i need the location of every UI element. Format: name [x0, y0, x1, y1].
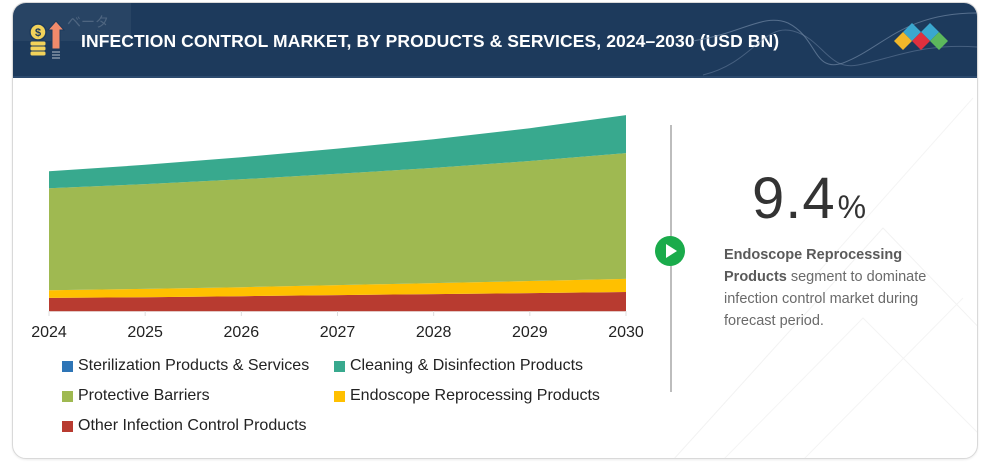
- cagr-unit: %: [837, 189, 868, 225]
- highlight-segment: Endoscope Reprocessing Products: [724, 247, 903, 285]
- legend-label: Protective Barriers: [78, 387, 210, 404]
- area-cleaning-disinfection-products: [49, 115, 626, 189]
- legend-swatch: [334, 390, 345, 402]
- legend-label: Sterilization Products & Services: [78, 357, 310, 374]
- area-protective-barriers: [49, 153, 626, 291]
- legend-item-other: Other Infection Control Products: [62, 417, 307, 435]
- x-tick-label: 2030: [608, 324, 644, 341]
- header-band: ベータ $ INFECTION CONTROL MARKET, BY PRODU…: [13, 3, 977, 78]
- play-arrow-icon: [655, 236, 685, 266]
- legend-item-protective: Protective Barriers: [62, 387, 210, 405]
- x-tick-label: 2024: [31, 324, 67, 341]
- cagr-stat: 9.4%: [752, 165, 867, 232]
- x-tick-label: 2025: [127, 324, 163, 341]
- legend-item-endoscope: Endoscope Reprocessing Products: [334, 387, 600, 405]
- area-layers: [49, 115, 626, 311]
- area-other-infection-control-products: [49, 292, 626, 311]
- highlight-text: segment to dominate infection control ma…: [724, 269, 927, 329]
- background-decoration: [674, 97, 977, 458]
- legend-label: Endoscope Reprocessing Products: [350, 387, 600, 404]
- legend-label: Cleaning & Disinfection Products: [350, 357, 584, 374]
- highlight-description: Endoscope Reprocessing Products segment …: [724, 244, 954, 332]
- legend-swatch: [334, 360, 345, 372]
- svg-text:$: $: [35, 27, 41, 39]
- area-endoscope-reprocessing-products: [49, 278, 626, 298]
- legend-item-sterilization: Sterilization Products & Services: [62, 357, 309, 375]
- x-tick-label: 2029: [512, 324, 548, 341]
- x-tick-label: 2028: [416, 324, 452, 341]
- x-tick-label: 2027: [320, 324, 356, 341]
- legend-swatch: [62, 360, 73, 372]
- cagr-value: 9.4: [752, 166, 836, 231]
- legend-swatch: [62, 390, 73, 402]
- decorative-waves: [692, 12, 977, 76]
- x-axis-ticks: 2024 2025 2026 2027 2028 2029 2030: [31, 311, 644, 341]
- legend-item-cleaning: Cleaning & Disinfection Products: [334, 357, 583, 375]
- x-tick-label: 2026: [224, 324, 260, 341]
- money-growth-icon: $: [29, 20, 66, 59]
- legend-swatch: [62, 420, 73, 432]
- diamond-logo: [894, 23, 948, 50]
- chart-title: INFECTION CONTROL MARKET, BY PRODUCTS & …: [81, 31, 780, 51]
- legend-label: Other Infection Control Products: [78, 417, 307, 434]
